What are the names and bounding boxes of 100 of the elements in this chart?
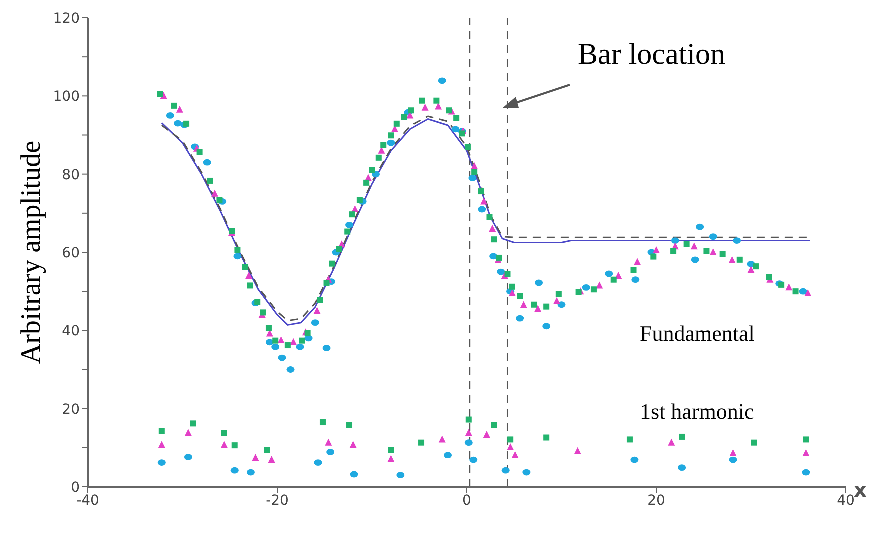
- point: [696, 224, 704, 230]
- point: [174, 120, 182, 127]
- point: [190, 420, 196, 427]
- point: [803, 436, 810, 443]
- point: [489, 225, 496, 232]
- point: [522, 469, 531, 476]
- point: [438, 78, 446, 84]
- y-tick-label: 120: [53, 10, 80, 27]
- point: [709, 234, 718, 240]
- point: [471, 162, 478, 170]
- point: [234, 253, 242, 260]
- point: [388, 447, 394, 454]
- point: [304, 335, 313, 342]
- point: [730, 449, 737, 456]
- point: [272, 344, 280, 350]
- point: [679, 434, 686, 440]
- point: [464, 440, 473, 446]
- point: [435, 102, 442, 110]
- annotation: Fundamental: [640, 321, 755, 346]
- y-axis-title: Arbitrary amplitude: [16, 140, 47, 364]
- point: [438, 436, 446, 443]
- point: [346, 222, 354, 228]
- point: [278, 354, 286, 362]
- point: [246, 272, 253, 279]
- point: [728, 256, 736, 264]
- point: [634, 258, 642, 266]
- point: [452, 126, 460, 133]
- point: [534, 305, 542, 312]
- point: [507, 444, 514, 451]
- point: [668, 438, 676, 446]
- point: [710, 248, 717, 256]
- point: [480, 198, 488, 205]
- point: [558, 302, 566, 308]
- point: [264, 447, 270, 454]
- point: [653, 246, 660, 254]
- point: [802, 449, 810, 456]
- point: [184, 429, 192, 436]
- point: [286, 366, 295, 373]
- y-tick-label: 100: [53, 89, 80, 106]
- point: [326, 449, 335, 456]
- point: [671, 238, 680, 244]
- point: [158, 441, 166, 448]
- point: [470, 456, 478, 464]
- point: [290, 338, 298, 346]
- point: [729, 456, 738, 464]
- point: [802, 469, 810, 476]
- point: [320, 420, 326, 426]
- point: [314, 307, 321, 314]
- x-tick-label: 20: [648, 492, 666, 509]
- point: [158, 428, 165, 434]
- point: [748, 266, 755, 274]
- point: [626, 436, 633, 443]
- point: [388, 455, 395, 462]
- point: [311, 320, 320, 326]
- point: [596, 282, 604, 289]
- point: [478, 206, 486, 213]
- annotation: 1st harmonic: [640, 399, 754, 424]
- point: [516, 315, 524, 322]
- point: [605, 270, 614, 278]
- point: [804, 290, 812, 297]
- point: [630, 456, 639, 464]
- y-tick-label: 40: [62, 324, 80, 340]
- point: [246, 469, 255, 476]
- point: [508, 436, 514, 443]
- point: [690, 242, 698, 250]
- point: [520, 301, 528, 308]
- x-tick-label: 0: [462, 492, 472, 509]
- point: [468, 175, 477, 182]
- point: [350, 471, 358, 478]
- annotation: Bar location: [578, 38, 726, 71]
- x-axis-title: x: [854, 478, 867, 502]
- point: [542, 323, 551, 330]
- point: [203, 159, 212, 166]
- point: [574, 447, 582, 454]
- point: [184, 454, 192, 460]
- point: [232, 442, 238, 449]
- point: [252, 454, 260, 462]
- y-tick-label: 80: [62, 167, 80, 184]
- point: [346, 422, 353, 428]
- point: [350, 441, 357, 448]
- point: [497, 268, 506, 276]
- y-tick-label: 60: [62, 245, 80, 262]
- point: [632, 276, 640, 284]
- point: [221, 430, 228, 436]
- point: [396, 472, 405, 478]
- x-tick-label: -20: [266, 492, 289, 509]
- point: [465, 429, 472, 436]
- point: [322, 345, 331, 352]
- point: [418, 440, 425, 446]
- point: [466, 416, 472, 423]
- point: [220, 441, 228, 448]
- point: [512, 451, 519, 458]
- point: [314, 460, 322, 466]
- point: [444, 452, 452, 459]
- point: [535, 280, 544, 286]
- point: [211, 190, 218, 197]
- point: [544, 434, 550, 441]
- point: [483, 431, 490, 438]
- point: [422, 104, 429, 111]
- point: [158, 460, 166, 466]
